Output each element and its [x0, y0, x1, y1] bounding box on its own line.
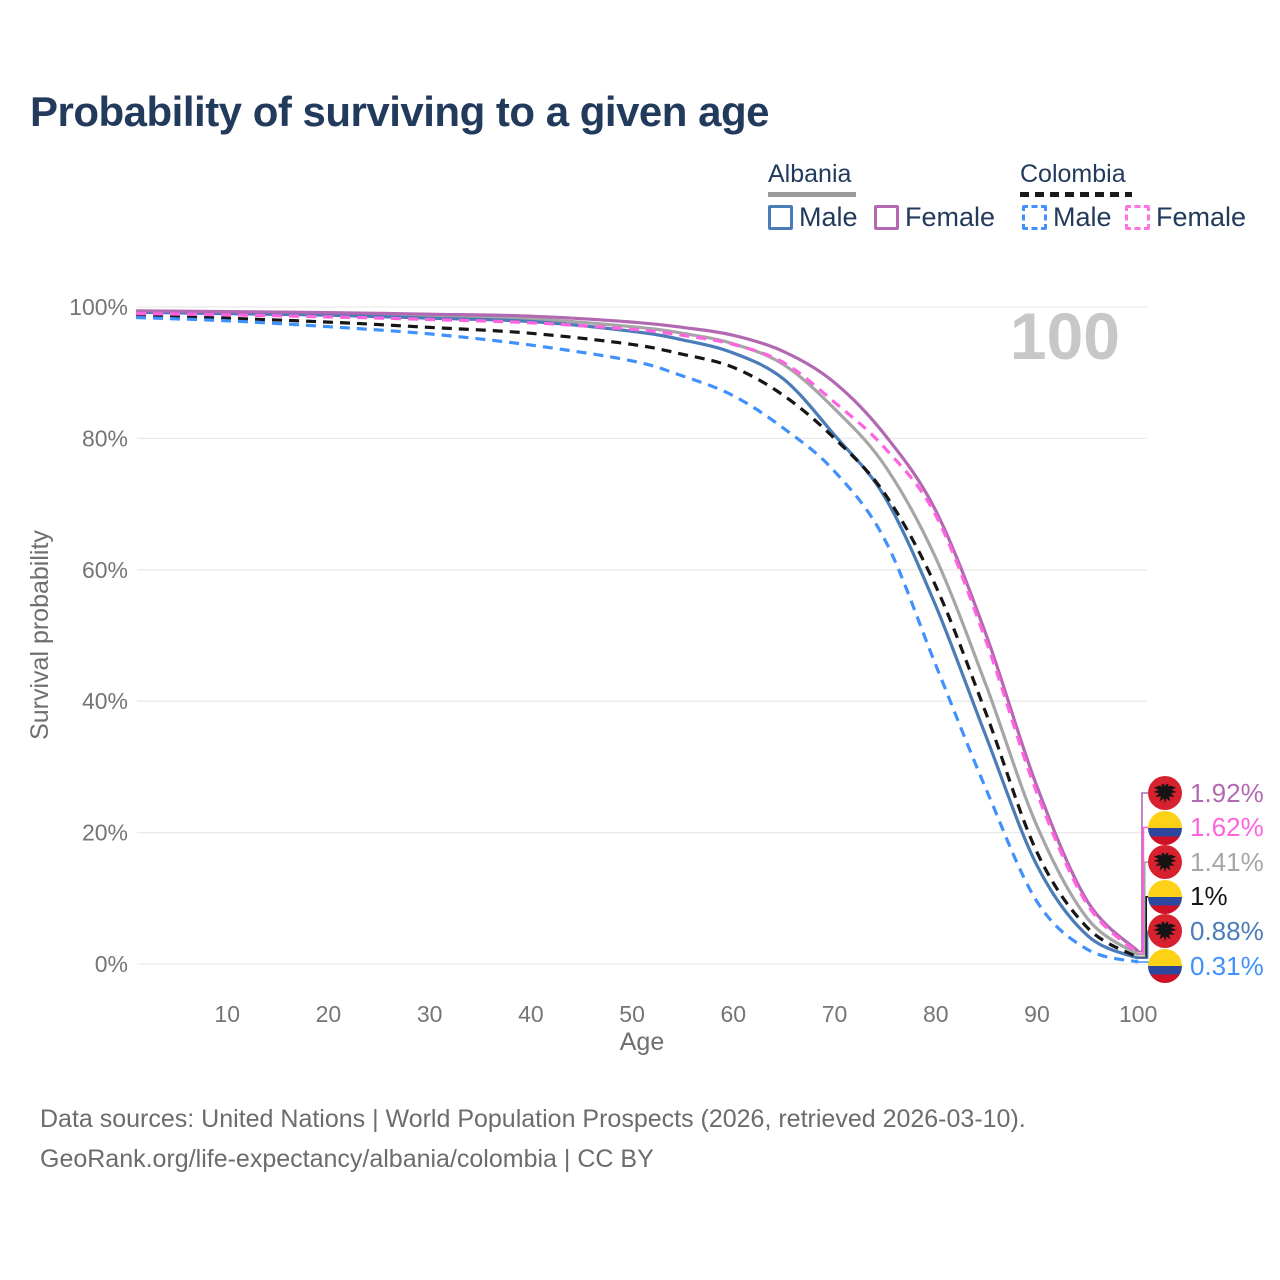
legend-item-albania-female[interactable]: Female: [874, 202, 995, 233]
y-tick-label: 20%: [82, 820, 128, 846]
end-label-colombia-male: 0.31%: [1148, 948, 1264, 984]
end-label-value: 1%: [1190, 881, 1228, 912]
legend-item-colombia-female[interactable]: Female: [1125, 202, 1246, 233]
legend-label-colombia-female: Female: [1156, 202, 1247, 232]
x-tick-label: 60: [721, 1001, 747, 1027]
x-tick-label: 30: [417, 1001, 443, 1027]
colombia-male-swatch-icon: [1022, 205, 1047, 230]
colombia-flag-icon: [1148, 810, 1182, 845]
end-label-value: 0.88%: [1190, 915, 1264, 946]
albania-flag-icon: [1148, 776, 1182, 810]
legend-group-colombia-label: Colombia: [1020, 160, 1126, 188]
albania-male-swatch-icon: [768, 205, 793, 230]
x-tick-label: 100: [1119, 1001, 1157, 1027]
x-tick-label: 90: [1024, 1001, 1050, 1027]
legend-label-albania-male: Male: [799, 202, 858, 232]
colombia-flag-icon: [1148, 949, 1182, 983]
legend-item-albania-male[interactable]: Male: [768, 202, 858, 233]
legend-group-colombia: Colombia: [1020, 160, 1132, 197]
leader-line: [1138, 792, 1150, 953]
x-tick-label: 10: [214, 1001, 240, 1027]
x-tick-label: 80: [923, 1001, 949, 1027]
y-axis-title: Survival probability: [26, 530, 54, 740]
curve-albania-both-sexes[interactable]: [136, 310, 1140, 957]
leader-line: [1138, 826, 1150, 955]
legend-label-albania-female: Female: [905, 202, 996, 232]
x-tick-label: 50: [619, 1001, 645, 1027]
page-title: Probability of surviving to a given age: [30, 88, 769, 135]
curve-colombia-female[interactable]: [136, 312, 1140, 955]
x-tick-label: 70: [822, 1001, 848, 1027]
end-label-colombia-female: 1.62%: [1148, 810, 1264, 846]
leader-line: [1138, 861, 1150, 956]
data-source-line: Data sources: United Nations | World Pop…: [40, 1105, 1026, 1133]
y-tick-label: 80%: [82, 425, 128, 451]
legend-colombia-line-sample: [1020, 192, 1132, 197]
curve-albania-female[interactable]: [136, 309, 1140, 953]
x-axis-title: Age: [620, 1028, 664, 1056]
legend-item-colombia-male[interactable]: Male: [1022, 202, 1112, 233]
colombia-flag-icon: [1148, 879, 1182, 914]
end-label-value: 0.31%: [1190, 950, 1264, 981]
legend-albania-line-sample: [768, 192, 856, 197]
x-tick-label: 40: [518, 1001, 544, 1027]
attribution-line: GeoRank.org/life-expectancy/albania/colo…: [40, 1145, 654, 1173]
albania-female-swatch-icon: [874, 205, 899, 230]
end-label-colombia-both-sexes: 1%: [1148, 879, 1228, 915]
legend-group-albania-label: Albania: [768, 160, 852, 188]
albania-flag-icon: [1148, 914, 1182, 949]
albania-flag-icon: [1148, 845, 1182, 880]
legend-group-albania: Albania: [768, 160, 856, 197]
end-label-albania-male: 0.88%: [1148, 913, 1264, 949]
y-tick-label: 60%: [82, 557, 128, 583]
age-ticker: 100: [1009, 299, 1120, 373]
end-label-albania-both-sexes: 1.41%: [1148, 844, 1264, 880]
end-label-albania-female: 1.92%: [1148, 775, 1264, 811]
y-tick-label: 0%: [95, 951, 128, 977]
curve-colombia-both-sexes[interactable]: [136, 313, 1140, 959]
end-label-value: 1.62%: [1190, 812, 1264, 843]
y-tick-label: 100%: [69, 294, 128, 320]
legend-label-colombia-male: Male: [1053, 202, 1112, 232]
end-label-value: 1.92%: [1190, 777, 1264, 808]
y-tick-label: 40%: [82, 688, 128, 714]
curve-colombia-male[interactable]: [136, 315, 1139, 964]
end-label-value: 1.41%: [1190, 846, 1264, 877]
colombia-female-swatch-icon: [1125, 205, 1150, 230]
x-tick-label: 20: [316, 1001, 342, 1027]
